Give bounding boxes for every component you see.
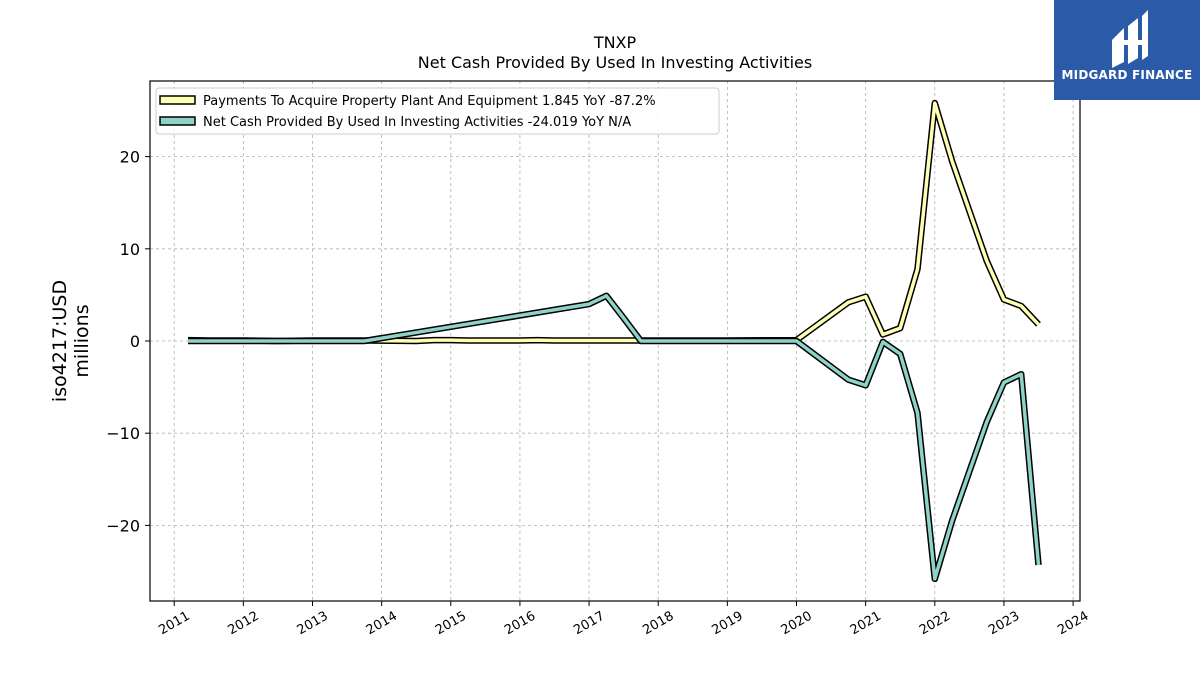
x-axis: 2011 2012 2013 2014 2015 2016 2017 2018 2019 2020… [156,601,1091,638]
x-tick-label: 2016 [502,609,538,639]
chart-subtitle: Net Cash Provided By Used In Investing A… [418,53,812,72]
legend: Payments To Acquire Property Plant And E… [155,87,720,135]
legend-label-1: Payments To Acquire Property Plant And E… [203,94,656,109]
series-lines [187,99,1042,583]
y-axis: −20 −10 0 10 20 [106,148,150,535]
y-tick-label: 0 [130,332,140,351]
x-tick-label: 2020 [779,609,815,639]
y-tick-label: 20 [120,148,140,167]
x-tick-label: 2014 [364,609,400,639]
y-axis-label: iso4217:USDmillions [49,280,93,402]
brand-name: MIDGARD FINANCE [1061,68,1193,82]
x-tick-label: 2018 [640,609,676,639]
legend-label-2: Net Cash Provided By Used In Investing A… [203,115,631,130]
x-tick-label: 2013 [295,609,331,639]
x-tick-label: 2017 [571,609,607,639]
brand-mark-icon [1112,10,1148,68]
legend-box [155,87,720,135]
x-tick-label: 2019 [710,609,746,639]
legend-swatch-1 [159,95,196,105]
x-tick-label: 2011 [156,609,192,639]
chart-title: TNXP [593,33,637,52]
series-line-2 [188,294,1041,581]
x-tick-label: 2022 [917,609,953,639]
y-tick-label: 10 [120,240,140,259]
y-tick-label: −20 [106,516,140,535]
y-tick-label: −10 [106,424,140,443]
x-tick-label: 2015 [433,609,469,639]
grid [150,81,1080,601]
x-tick-label: 2023 [986,609,1022,639]
x-tick-label: 2021 [848,609,884,639]
brand-logo: MIDGARD FINANCE [1054,0,1200,100]
legend-swatch-2 [159,116,196,126]
x-tick-label: 2012 [226,609,262,639]
x-tick-label: 2024 [1055,609,1091,639]
